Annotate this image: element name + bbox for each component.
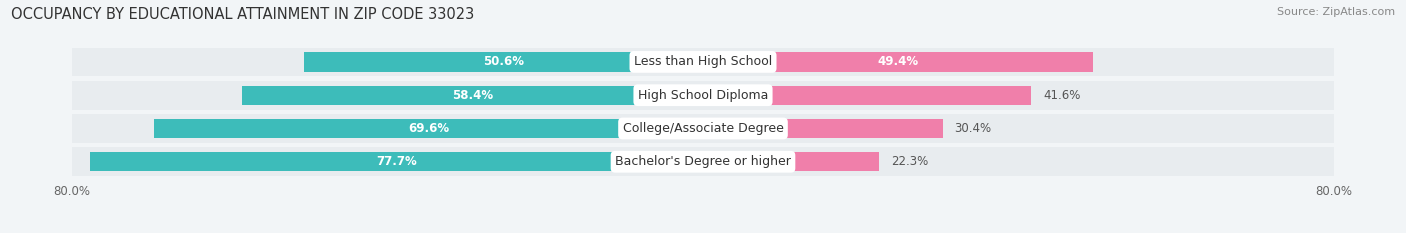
Bar xyxy=(304,52,703,72)
Bar xyxy=(72,48,1334,76)
Text: 41.6%: 41.6% xyxy=(1043,89,1080,102)
Bar xyxy=(155,119,703,138)
Bar xyxy=(72,81,1334,110)
Text: 30.4%: 30.4% xyxy=(955,122,991,135)
Text: 77.7%: 77.7% xyxy=(377,155,418,168)
Text: 22.3%: 22.3% xyxy=(891,155,928,168)
Bar xyxy=(703,52,1092,72)
Bar xyxy=(72,147,1334,176)
Bar xyxy=(242,86,703,105)
Text: 49.4%: 49.4% xyxy=(877,55,918,69)
Text: 69.6%: 69.6% xyxy=(408,122,449,135)
Text: Source: ZipAtlas.com: Source: ZipAtlas.com xyxy=(1277,7,1395,17)
Text: 58.4%: 58.4% xyxy=(453,89,494,102)
Text: High School Diploma: High School Diploma xyxy=(638,89,768,102)
Bar xyxy=(703,119,943,138)
Text: OCCUPANCY BY EDUCATIONAL ATTAINMENT IN ZIP CODE 33023: OCCUPANCY BY EDUCATIONAL ATTAINMENT IN Z… xyxy=(11,7,474,22)
Bar xyxy=(703,86,1031,105)
Bar xyxy=(90,152,703,171)
Text: Less than High School: Less than High School xyxy=(634,55,772,69)
Bar xyxy=(703,152,879,171)
Text: College/Associate Degree: College/Associate Degree xyxy=(623,122,783,135)
Bar xyxy=(72,114,1334,143)
Text: 50.6%: 50.6% xyxy=(482,55,524,69)
Text: Bachelor's Degree or higher: Bachelor's Degree or higher xyxy=(614,155,792,168)
